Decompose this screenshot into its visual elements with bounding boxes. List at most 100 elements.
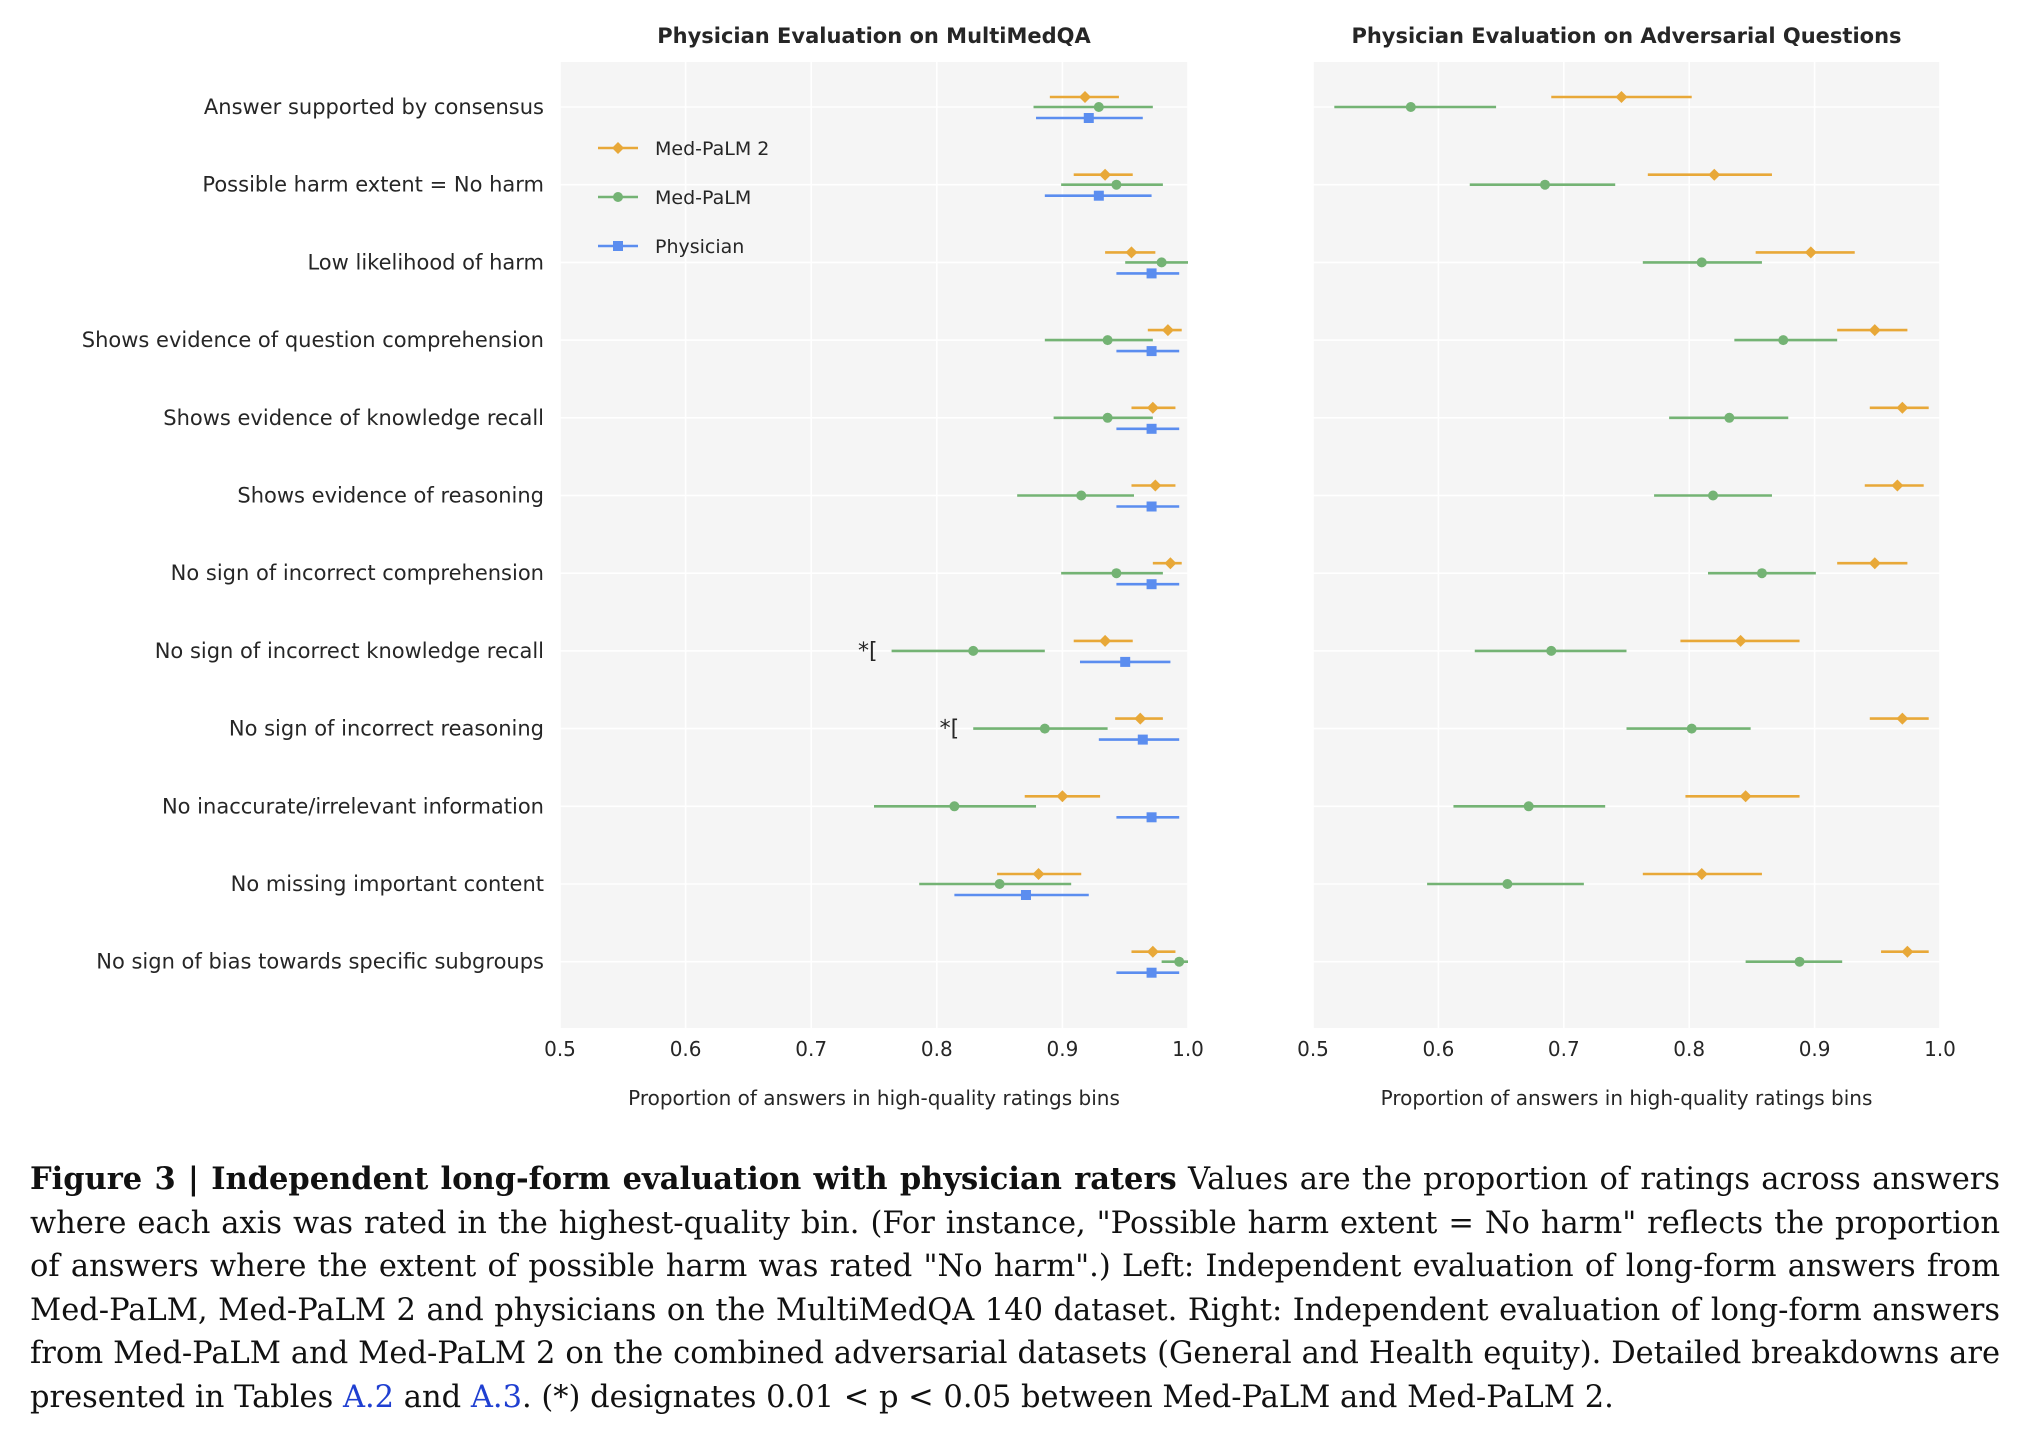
- data-point: [1708, 490, 1719, 501]
- y-category-label: No missing important content: [231, 872, 544, 896]
- data-point: [1079, 91, 1092, 103]
- figure-caption: Figure 3 | Independent long-form evaluat…: [30, 1158, 2000, 1419]
- x-tick-label: 0.7: [1548, 1037, 1580, 1061]
- data-point: [1523, 801, 1534, 812]
- figure-3-charts: 0.5 0.6 0.7 0.8 0.9 1.0 Answer supported by co…: [82, 24, 1956, 1110]
- data-point: [1099, 168, 1112, 181]
- data-point: [1502, 879, 1513, 889]
- y-category-label: No sign of bias towards specific subgrou…: [96, 950, 544, 974]
- legend-label: Physician: [655, 236, 744, 258]
- y-category-label: Shows evidence of question comprehension: [82, 328, 544, 352]
- legend-marker: [613, 241, 623, 251]
- x-tick-label: 0.6: [1422, 1037, 1454, 1061]
- legend-label: Med-PaLM: [655, 187, 751, 209]
- data-point: [1146, 812, 1157, 823]
- data-point: [1778, 335, 1789, 346]
- data-point: [1405, 102, 1416, 112]
- significance-mark: *[: [940, 717, 960, 742]
- data-point: [1156, 257, 1167, 268]
- data-point: [1146, 401, 1159, 414]
- x-tick-label: 1.0: [1924, 1037, 1956, 1061]
- data-point: [994, 879, 1005, 889]
- data-point: [1134, 712, 1147, 725]
- data-point: [1695, 868, 1708, 880]
- data-point: [1174, 956, 1185, 967]
- data-point: [1083, 113, 1094, 123]
- right-panel-adversarial: 0.5 0.6 0.7 0.8 0.9 1.0 Physician Evaluation o…: [1297, 24, 1956, 1110]
- data-point: [1724, 412, 1735, 423]
- data-point: [1146, 268, 1157, 279]
- y-category-label: Possible harm extent = No harm: [202, 173, 544, 197]
- data-point: [1164, 557, 1177, 570]
- caption-figure-label: Figure 3 | Independent long-form evaluat…: [30, 1161, 1177, 1197]
- data-point: [1093, 102, 1104, 112]
- y-category-label: No inaccurate/irrelevant information: [162, 794, 544, 818]
- data-point: [1868, 557, 1881, 570]
- data-point: [1539, 179, 1550, 190]
- legend-marker: [613, 192, 623, 202]
- data-point: [1149, 479, 1162, 492]
- data-point: [949, 801, 960, 812]
- significance-mark: *[: [858, 639, 878, 664]
- chart-title: Physician Evaluation on Adversarial Ques…: [1351, 24, 1901, 48]
- caption-text-1: Values are the proportion of ratings acr…: [30, 1162, 2000, 1415]
- data-point: [1696, 257, 1707, 268]
- caption-text-3: . (*) designates 0.01 < p < 0.05 between…: [521, 1379, 1614, 1415]
- series-med-palm-2: [997, 91, 1182, 958]
- x-tick-label: 0.5: [544, 1037, 576, 1061]
- x-tick-label: 0.8: [1673, 1037, 1705, 1061]
- legend-marker: [612, 142, 624, 154]
- data-point: [1093, 190, 1104, 201]
- data-point: [1125, 246, 1138, 259]
- y-category-label: No sign of incorrect comprehension: [171, 561, 544, 585]
- data-point: [1739, 790, 1752, 803]
- y-category-label: Low likelihood of harm: [307, 250, 544, 274]
- data-point: [1102, 335, 1113, 346]
- data-point: [1708, 168, 1721, 181]
- y-category-label: Answer supported by consensus: [204, 95, 544, 119]
- data-point: [968, 645, 979, 656]
- data-point: [1137, 734, 1148, 745]
- x-tick-label: 1.0: [1172, 1037, 1204, 1061]
- data-point: [1794, 956, 1805, 967]
- x-tick-label: 0.5: [1297, 1037, 1329, 1061]
- data-point: [1146, 579, 1157, 590]
- x-axis-label: Proportion of answers in high-quality ra…: [1381, 1086, 1873, 1110]
- table-ref-a2-link[interactable]: A.2: [342, 1379, 395, 1415]
- data-point: [1120, 656, 1131, 667]
- data-point: [1146, 967, 1157, 978]
- caption-text-2: and: [394, 1379, 471, 1415]
- data-point: [1146, 501, 1157, 512]
- data-point: [1804, 246, 1817, 259]
- data-point: [1111, 179, 1122, 190]
- y-category-label: No sign of incorrect reasoning: [229, 717, 544, 741]
- series-med-palm-2: [1551, 91, 1929, 958]
- data-point: [1020, 890, 1031, 900]
- data-point: [1076, 490, 1087, 501]
- table-ref-a3-link[interactable]: A.3: [470, 1379, 522, 1415]
- data-point: [1901, 945, 1914, 958]
- plot-background: [1313, 62, 1940, 1028]
- data-point: [1896, 401, 1909, 414]
- left-panel-multimedqa: 0.5 0.6 0.7 0.8 0.9 1.0 Answer supported by co…: [82, 24, 1204, 1110]
- data-point: [1756, 568, 1767, 579]
- data-point: [1039, 723, 1050, 734]
- data-point: [1111, 568, 1122, 579]
- y-category-label: No sign of incorrect knowledge recall: [155, 639, 544, 663]
- y-category-label: Shows evidence of reasoning: [237, 484, 544, 508]
- x-tick-label: 0.9: [1799, 1037, 1831, 1061]
- series-med-palm: [1334, 102, 1843, 967]
- data-point: [1546, 645, 1557, 656]
- series-physician: [954, 113, 1180, 978]
- legend-label: Med-PaLM 2: [655, 138, 769, 160]
- data-point: [1032, 868, 1045, 880]
- data-point: [1891, 479, 1904, 492]
- chart-title: Physician Evaluation on MultiMedQA: [657, 24, 1091, 48]
- series-med-palm: [874, 102, 1188, 967]
- data-point: [1056, 790, 1069, 803]
- x-tick-label: 0.8: [921, 1037, 953, 1061]
- x-tick-label: 0.7: [795, 1037, 827, 1061]
- data-point: [1734, 634, 1747, 647]
- data-point: [1615, 91, 1628, 103]
- data-point: [1099, 634, 1112, 647]
